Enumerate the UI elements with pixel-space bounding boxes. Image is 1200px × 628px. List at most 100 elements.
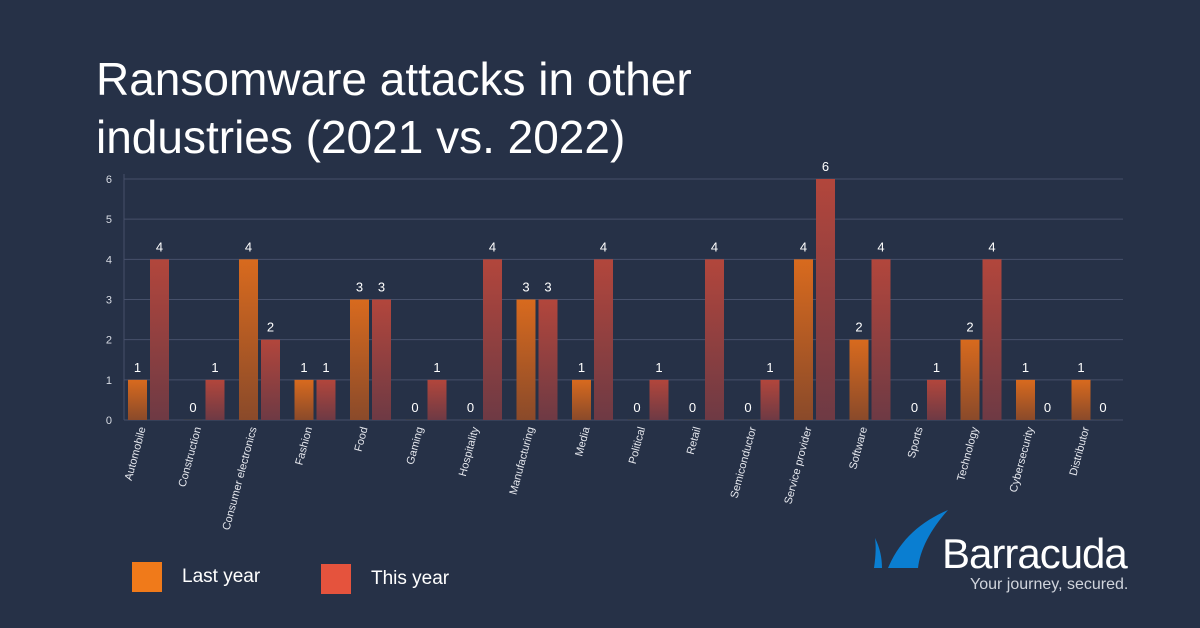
- data-label: 3: [356, 280, 363, 295]
- shark-fin-icon: [874, 510, 948, 568]
- data-label: 0: [689, 400, 696, 415]
- data-label: 1: [300, 360, 307, 375]
- x-tick-label: Manufacturing: [508, 426, 538, 496]
- x-tick-label: Consumer electronics: [221, 425, 260, 531]
- data-label: 3: [544, 280, 551, 295]
- bar-last-year: [405, 419, 425, 420]
- data-label: 0: [911, 400, 918, 415]
- logo-name: Barracuda: [942, 530, 1128, 577]
- bar-this-year: [705, 259, 724, 420]
- bar-this-year: [427, 379, 447, 420]
- data-label: 4: [988, 239, 995, 254]
- y-tick-label: 0: [106, 415, 112, 427]
- data-label: 1: [1022, 360, 1029, 375]
- data-label: 1: [578, 360, 585, 375]
- data-label: 0: [744, 400, 751, 415]
- bar-this-year: [982, 259, 1002, 420]
- legend-item-last-year: Last year: [132, 562, 260, 592]
- legend-swatch: [321, 564, 351, 594]
- legend-label: This year: [371, 568, 450, 589]
- bar-this-year: [1038, 419, 1057, 420]
- x-tick-label: Automobile: [123, 426, 149, 482]
- bar-last-year: [849, 339, 869, 420]
- bar-last-year: [794, 259, 813, 420]
- bar-this-year: [816, 179, 835, 420]
- y-tick-label: 4: [106, 254, 112, 266]
- x-tick-label: Political: [627, 426, 648, 466]
- bar-last-year: [683, 419, 702, 420]
- data-label: 4: [711, 239, 718, 254]
- bar-this-year: [372, 299, 391, 420]
- bar-last-year: [1016, 379, 1035, 420]
- data-label: 6: [822, 159, 829, 174]
- data-label: 0: [1099, 400, 1106, 415]
- barracuda-logo: Barracuda Your journey, secured.: [870, 510, 1140, 600]
- x-tick-label: Technology: [955, 425, 981, 482]
- data-label: 2: [267, 320, 274, 335]
- x-tick-label: Gaming: [405, 426, 427, 466]
- chart-title: Ransomware attacks in other industries (…: [96, 53, 692, 163]
- bar-this-year: [538, 299, 558, 420]
- bar-last-year: [128, 379, 147, 420]
- data-label: 4: [245, 239, 252, 254]
- data-label: 1: [322, 360, 329, 375]
- logo-tagline: Your journey, secured.: [970, 576, 1129, 593]
- bar-last-year: [738, 419, 758, 420]
- bar-last-year: [183, 419, 203, 420]
- bar-last-year: [1071, 379, 1091, 420]
- bar-this-year: [483, 259, 502, 420]
- data-label: 4: [489, 239, 496, 254]
- bar-this-year: [205, 379, 225, 420]
- data-label: 2: [966, 320, 973, 335]
- legend-swatch: [132, 562, 162, 592]
- data-label: 4: [877, 239, 884, 254]
- data-label: 0: [467, 400, 474, 415]
- data-label: 1: [433, 360, 440, 375]
- bar-last-year: [239, 259, 258, 420]
- data-label: 1: [1077, 360, 1084, 375]
- data-label: 3: [378, 280, 385, 295]
- data-label: 1: [933, 360, 940, 375]
- data-label: 1: [655, 360, 662, 375]
- data-label: 4: [156, 239, 163, 254]
- bar-this-year: [1093, 419, 1113, 420]
- data-label: 0: [1044, 400, 1051, 415]
- data-label: 4: [800, 239, 807, 254]
- bar-last-year: [294, 379, 314, 420]
- x-tick-label: Distributor: [1068, 425, 1093, 477]
- data-label: 0: [189, 400, 196, 415]
- data-label: 1: [211, 360, 218, 375]
- bar-this-year: [927, 379, 946, 420]
- x-tick-label: Construction: [177, 426, 205, 489]
- y-tick-label: 5: [106, 214, 112, 226]
- bar-this-year: [316, 379, 336, 420]
- data-label: 1: [134, 360, 141, 375]
- bar-last-year: [516, 299, 536, 420]
- x-tick-label: Hospitality: [457, 425, 482, 478]
- bar-this-year: [594, 259, 613, 420]
- legend-label: Last year: [182, 566, 261, 587]
- x-tick-label: Retail: [685, 426, 704, 456]
- bar-last-year: [461, 419, 480, 420]
- y-tick-label: 3: [106, 295, 112, 307]
- y-tick-label: 2: [106, 335, 112, 347]
- data-label: 4: [600, 239, 607, 254]
- x-tick-label: Fashion: [293, 426, 315, 467]
- data-label: 0: [633, 400, 640, 415]
- bar-last-year: [350, 299, 369, 420]
- x-tick-label: Food: [353, 426, 371, 453]
- data-label: 3: [522, 280, 529, 295]
- bar-last-year: [960, 339, 980, 420]
- bar-this-year: [261, 339, 280, 420]
- bar-this-year: [150, 259, 169, 420]
- bar-last-year: [627, 419, 647, 420]
- data-label: 2: [855, 320, 862, 335]
- data-label: 0: [411, 400, 418, 415]
- bar-this-year: [871, 259, 891, 420]
- x-tick-label: Sports: [906, 425, 926, 459]
- x-tick-label: Semiconductor: [729, 425, 760, 499]
- y-tick-label: 6: [106, 174, 112, 186]
- y-tick-label: 1: [106, 375, 112, 387]
- data-label: 1: [766, 360, 773, 375]
